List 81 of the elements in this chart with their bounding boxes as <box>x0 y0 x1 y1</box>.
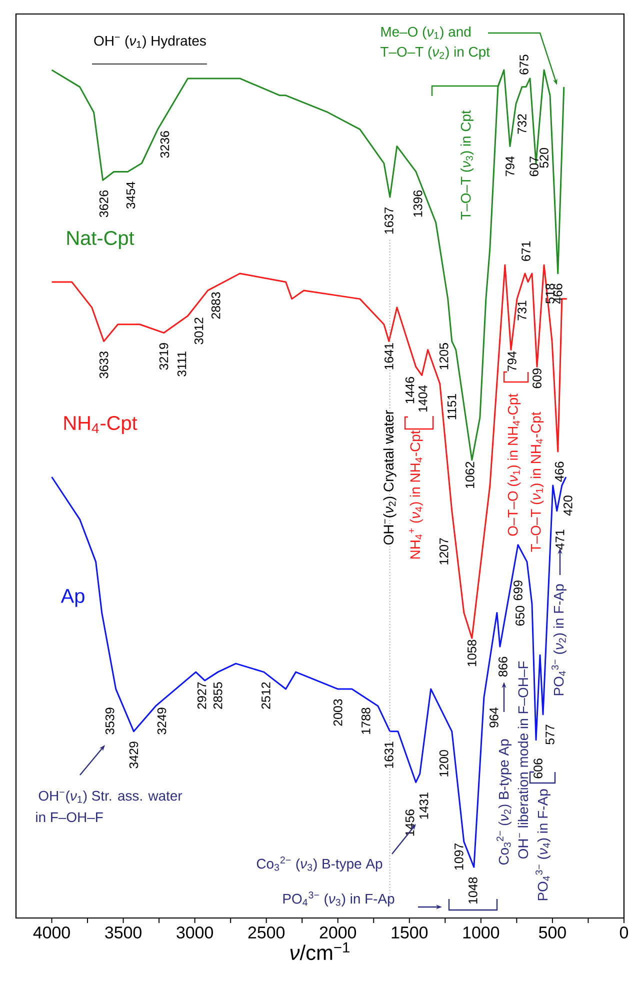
annotation: 1200 <box>439 750 448 776</box>
annotation: 466 <box>554 462 564 482</box>
annotation: T–O–T (ν$_{3}$) in Cpt <box>460 110 474 220</box>
annotation: 1396 <box>413 190 422 217</box>
annotation: PO$_{4}$$^{3−}$ (ν$_{2}$) in F-Ap <box>552 584 566 696</box>
annotation: O–T–O (ν$_{1}$) in NH$_{4}$-Cpt <box>507 394 520 536</box>
annotation: 1048 <box>468 877 478 904</box>
annotation: 794 <box>506 156 514 176</box>
annotation: 471 <box>556 530 564 550</box>
x-tick-label: 1500 <box>392 926 428 939</box>
annotation: 2855 <box>213 682 222 709</box>
annotation: 732 <box>518 114 526 134</box>
x-tick-label: 2000 <box>320 926 356 939</box>
annotation: 607 <box>530 156 538 176</box>
annotation: OH$^{−}$ liberation mode in F–OH–F <box>518 661 528 859</box>
annotation: Co$_{3}$$^{2−}$ (ν$_{3}$) B-type Ap <box>256 856 382 872</box>
annotation: 3012 <box>194 318 204 344</box>
annotation: PO$_{4}$$^{3−}$ (ν$_{4}$) in F-Ap <box>536 789 550 900</box>
annotation: 2003 <box>333 699 342 726</box>
annotation: 1641 <box>384 343 394 370</box>
text: NH$_{4}$-Cpt <box>64 416 138 434</box>
annotation: 650 <box>516 606 524 626</box>
text: OH$^{−}$ (ν$_{1}$) Hydrates <box>94 35 206 48</box>
annotation: 675 <box>520 54 528 74</box>
annotation: 2512 <box>262 682 270 709</box>
annotation: 3111 <box>177 352 186 376</box>
annotation: 2927 <box>197 682 206 709</box>
annotation: 3539 <box>105 708 114 734</box>
annotation: 866 <box>498 656 508 677</box>
annotation: 606 <box>534 758 542 778</box>
annotation: 964 <box>490 708 498 728</box>
x-axis-title: ν/cm$^{−1}$ <box>290 942 350 960</box>
annotation: 1788 <box>362 708 370 734</box>
annotation: 520 <box>540 148 548 168</box>
annotation: 466 <box>553 284 562 304</box>
annotation: 1446 <box>405 377 414 404</box>
text: Nat-Cpt <box>67 230 134 250</box>
annotation: 3219 <box>159 343 168 370</box>
annotation: Co$_{3}$$^{2−}$ (ν$_{2}$) B-type Ap <box>496 739 512 865</box>
annotation: 3626 <box>99 190 108 218</box>
x-tick-label: 2500 <box>248 926 285 939</box>
annotation: 3633 <box>99 352 108 378</box>
annotation: T–O–T (ν$_{1}$) in NH$_{4}$-Cpt <box>530 412 544 552</box>
annotation: 1431 <box>419 792 428 819</box>
annotation: 1151 <box>448 394 456 420</box>
annotation: 1058 <box>468 640 476 666</box>
text: NH$_{4}$$^{+}$ (ν$_{4}$) in NH$_{4}$-Cpt <box>409 430 423 559</box>
text: T–O–T (ν$_{2}$) in Cpt <box>380 46 490 60</box>
annotation: 518 <box>546 284 554 304</box>
annotation: 1205 <box>439 343 448 370</box>
annotation: 577 <box>546 724 554 744</box>
annotation: 1456 <box>405 810 414 836</box>
annotation: PO$_{4}$$^{3−}$ (ν$_{3}$) in F-Ap <box>283 892 394 906</box>
annotation: 671 <box>522 241 530 261</box>
annotation: 3249 <box>157 708 166 734</box>
annotation: 1062 <box>466 462 474 488</box>
x-tick-label: 3500 <box>105 926 142 939</box>
ref-line-label: OH$^{−}$(ν$_{2}$) Cryatal water <box>383 410 396 545</box>
x-tick-label: 500 <box>538 926 566 939</box>
series-label: Ap <box>60 589 84 607</box>
annotation: 3236 <box>160 131 170 158</box>
annotation: 1404 <box>418 385 428 412</box>
annotation: 699 <box>514 580 522 600</box>
x-tick-label: 1000 <box>463 926 500 939</box>
annotation: 609 <box>532 368 542 388</box>
annotation: OH$^{−}$(ν$_{1}$) Str. ass. water <box>38 790 182 804</box>
annotation: 3429 <box>129 742 138 768</box>
x-tick-label: 3000 <box>176 926 213 939</box>
annotation: 1097 <box>454 844 464 870</box>
annotation: 1637 <box>384 207 394 234</box>
annotation: 2883 <box>211 292 220 319</box>
annotation: 420 <box>564 496 572 516</box>
annotation: 731 <box>518 300 526 320</box>
text: Me–O (ν$_{1}$) and <box>381 26 470 40</box>
annotation: in F–OH–F <box>36 812 103 822</box>
annotation: 1207 <box>439 538 448 564</box>
annotation: 3454 <box>126 182 136 209</box>
x-tick-label: 0 <box>620 926 628 939</box>
annotation: 794 <box>508 351 516 372</box>
x-tick-label: 4000 <box>33 926 70 939</box>
annotation: 1631 <box>384 742 394 768</box>
